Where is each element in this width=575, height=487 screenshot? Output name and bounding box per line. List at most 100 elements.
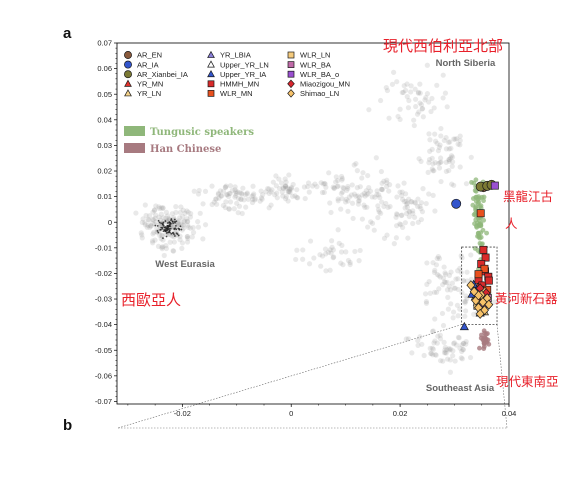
- background-point: [209, 201, 215, 208]
- background-point: [435, 254, 441, 260]
- background-point: [195, 224, 202, 230]
- background-point: [231, 206, 237, 212]
- background-point: [169, 223, 175, 230]
- background-point: [314, 184, 320, 190]
- background-point: [437, 142, 443, 148]
- background-point: [387, 182, 393, 188]
- background-point: [286, 189, 292, 195]
- background-point: [239, 210, 245, 217]
- background-point: [441, 339, 447, 345]
- background-point: [446, 157, 452, 163]
- background-point: [397, 116, 403, 123]
- background-point: [330, 255, 336, 261]
- background-point: [283, 179, 289, 185]
- background-point: [227, 199, 234, 205]
- background-point: [317, 252, 323, 258]
- background-point: [226, 191, 232, 197]
- background-point: [294, 194, 300, 201]
- background-point: [430, 346, 436, 352]
- triangle-icon: [124, 79, 132, 87]
- background-point: [266, 186, 272, 192]
- background-point: [415, 203, 421, 209]
- background-point: [431, 269, 438, 275]
- background-point: [338, 260, 344, 266]
- background-point-dense: [162, 224, 165, 227]
- background-point: [138, 230, 144, 236]
- background-point: [187, 214, 194, 220]
- background-point: [271, 192, 278, 198]
- background-point: [147, 224, 153, 230]
- background-point: [151, 229, 157, 235]
- background-point: [446, 272, 452, 278]
- background-point: [139, 219, 145, 225]
- background-point: [189, 234, 195, 240]
- background-point: [409, 350, 415, 356]
- region-label: North Siberia: [436, 58, 496, 69]
- background-point: [177, 215, 183, 221]
- background-point: [426, 160, 432, 166]
- background-point: [458, 269, 464, 276]
- y-tick-label: -0.03: [95, 295, 112, 304]
- background-point: [402, 191, 409, 197]
- background-point: [438, 178, 444, 185]
- background-point: [443, 146, 450, 152]
- background-point-dense: [157, 231, 160, 234]
- triangle-icon: [207, 60, 215, 68]
- background-point: [301, 184, 308, 190]
- background-point: [179, 240, 186, 246]
- background-point: [440, 358, 446, 364]
- background-point: [336, 240, 342, 246]
- background-point: [184, 218, 191, 224]
- background-point: [447, 357, 453, 363]
- y-tick-label: -0.05: [95, 346, 112, 355]
- background-point: [180, 222, 186, 228]
- background-point: [348, 192, 355, 198]
- background-point: [457, 137, 463, 144]
- background-point: [229, 188, 235, 194]
- background-point: [419, 106, 425, 112]
- tungusic-point: [477, 240, 483, 246]
- background-point: [226, 193, 232, 200]
- background-point: [428, 350, 434, 357]
- legend-label: WLR_BA_o: [300, 70, 339, 79]
- background-point: [454, 136, 460, 142]
- background-point: [252, 197, 258, 203]
- x-tick-label: 0.02: [393, 409, 408, 418]
- legend-item-shimao-ln: Shimao_LN: [287, 89, 339, 98]
- background-point: [268, 189, 274, 195]
- background-point: [463, 298, 469, 304]
- background-point: [368, 219, 374, 225]
- background-point: [139, 232, 145, 238]
- background-point: [238, 196, 244, 203]
- background-point: [421, 352, 427, 359]
- background-point: [335, 183, 341, 189]
- background-point: [300, 247, 306, 253]
- background-point: [455, 268, 461, 274]
- population-swatch: [124, 126, 145, 136]
- y-axis: 0.07 0.06 0.05 0.04 0.03 0.02 0.01 0 -0.01 -0.02 -…: [95, 39, 117, 406]
- background-point: [457, 265, 463, 271]
- background-point: [447, 369, 454, 375]
- data-point: [484, 299, 494, 310]
- background-point: [463, 341, 469, 347]
- background-point: [143, 212, 149, 219]
- background-point: [338, 249, 345, 255]
- background-point: [241, 197, 247, 203]
- han-point: [481, 343, 487, 349]
- background-point: [384, 232, 390, 238]
- background-point: [393, 235, 399, 241]
- tungusic-point: [481, 198, 486, 204]
- background-point: [394, 194, 400, 200]
- background-point: [245, 196, 251, 202]
- background-point: [376, 192, 382, 198]
- background-point: [339, 177, 345, 183]
- background-point: [427, 137, 433, 143]
- x-tick-label: 0: [289, 409, 293, 418]
- background-point: [249, 196, 256, 203]
- background-point: [418, 102, 425, 108]
- y-tick-label: 0.01: [97, 192, 112, 201]
- background-point: [340, 184, 346, 191]
- background-point: [288, 186, 295, 192]
- background-point: [278, 180, 285, 186]
- legend-population-han-chinese: Han Chinese: [124, 143, 221, 155]
